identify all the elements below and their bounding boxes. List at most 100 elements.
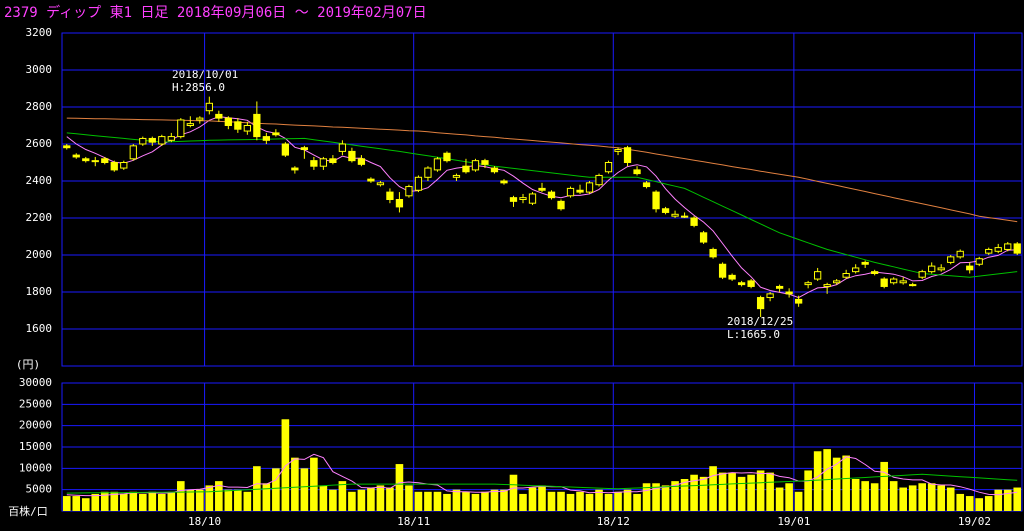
moving-average-line — [66, 116, 1018, 299]
candle-body — [1004, 243, 1012, 250]
volume-bar — [690, 474, 698, 511]
candle-body — [63, 145, 71, 149]
volume-bar — [395, 464, 404, 511]
volume-bar — [576, 491, 584, 511]
volume-bar — [680, 479, 689, 511]
candle-body — [576, 189, 584, 193]
volume-bar — [272, 468, 280, 511]
candle-body — [604, 162, 613, 173]
candle-body — [129, 145, 137, 160]
candle-body — [918, 271, 926, 278]
volume-bar — [443, 493, 451, 511]
candle-body — [823, 284, 831, 287]
candle-body — [234, 121, 242, 130]
volume-bar — [718, 472, 727, 511]
x-tick-label: 18/12 — [597, 515, 630, 528]
candle-body — [424, 167, 432, 178]
candle-body — [148, 137, 156, 143]
candle-body — [947, 256, 955, 263]
candle-body — [775, 285, 784, 289]
volume-bar — [509, 474, 518, 511]
candle-body — [243, 125, 251, 132]
candle-body — [386, 191, 394, 201]
candle-body — [452, 174, 461, 178]
volume-bar — [433, 491, 442, 511]
volume-bar — [642, 483, 651, 511]
candle-body — [177, 119, 185, 138]
volume-bar — [357, 489, 366, 511]
candle-body — [481, 160, 489, 165]
volume-unit: 百株/口 — [8, 504, 48, 518]
volume-bar — [205, 485, 214, 511]
volume-bar — [747, 474, 755, 511]
candle-body — [1013, 243, 1021, 254]
candle-body — [205, 102, 213, 112]
candle-body — [680, 215, 689, 218]
volume-bar — [386, 487, 394, 511]
candle-body — [994, 247, 1002, 252]
volume-bar — [927, 483, 936, 511]
candle-body — [890, 278, 898, 284]
volume-bar — [813, 451, 822, 511]
candle-body — [852, 267, 860, 273]
y-tick-label: 2600 — [26, 137, 53, 150]
y-tick-label: 25000 — [19, 397, 52, 410]
candle-body — [661, 208, 670, 213]
volume-bar — [804, 470, 812, 511]
volume-bar — [1003, 489, 1012, 511]
candle-body — [937, 267, 945, 271]
volume-bar — [329, 489, 337, 511]
volume-bar — [956, 493, 965, 511]
volume-bar — [424, 491, 432, 511]
candle-body — [985, 248, 993, 254]
candle-body — [566, 187, 575, 197]
candle-body — [357, 158, 366, 165]
candle-body — [909, 284, 917, 287]
y-tick-label: 1800 — [26, 285, 53, 298]
volume-bar — [1013, 487, 1022, 511]
volume-bar — [851, 479, 860, 511]
volume-bar — [775, 487, 784, 511]
volume-bar — [291, 457, 299, 511]
annotation-date: 2018/12/25 — [727, 315, 793, 328]
volume-bar — [243, 491, 252, 511]
volume-bar — [215, 481, 223, 511]
candle-body — [319, 158, 328, 167]
volume-bar — [728, 472, 736, 511]
volume-bar — [899, 487, 907, 511]
candle-body — [861, 261, 869, 265]
candle-body — [471, 160, 480, 171]
volume-bar — [595, 489, 603, 511]
moving-average-line — [66, 132, 1018, 278]
candle-body — [709, 248, 717, 258]
volume-bar — [623, 489, 632, 511]
y-tick-label: 15000 — [19, 440, 52, 453]
volume-bar — [756, 470, 765, 511]
candle-body — [652, 191, 660, 210]
candle-body — [291, 167, 299, 171]
candle-body — [433, 158, 442, 171]
candle-body — [528, 193, 537, 204]
volume-bar — [129, 491, 138, 511]
volume-bar — [633, 493, 641, 511]
volume-bar — [937, 485, 946, 511]
candle-body — [756, 297, 765, 310]
candle-body — [880, 278, 888, 287]
volume-bar — [348, 491, 356, 511]
volume-bar — [737, 476, 746, 511]
candle-body — [139, 137, 147, 145]
volume-bar — [367, 487, 375, 511]
candle-body — [443, 152, 451, 162]
volume-bar — [281, 419, 290, 511]
volume-bar — [119, 493, 128, 511]
candle-body — [871, 271, 879, 274]
volume-bar — [870, 483, 879, 511]
candle-body — [500, 180, 508, 184]
candle-body — [671, 213, 679, 217]
volume-bar — [490, 489, 499, 511]
candle-body — [82, 158, 90, 162]
candle-body — [367, 178, 375, 182]
volume-bar — [81, 498, 90, 511]
annotation-text: L:1665.0 — [727, 328, 780, 341]
